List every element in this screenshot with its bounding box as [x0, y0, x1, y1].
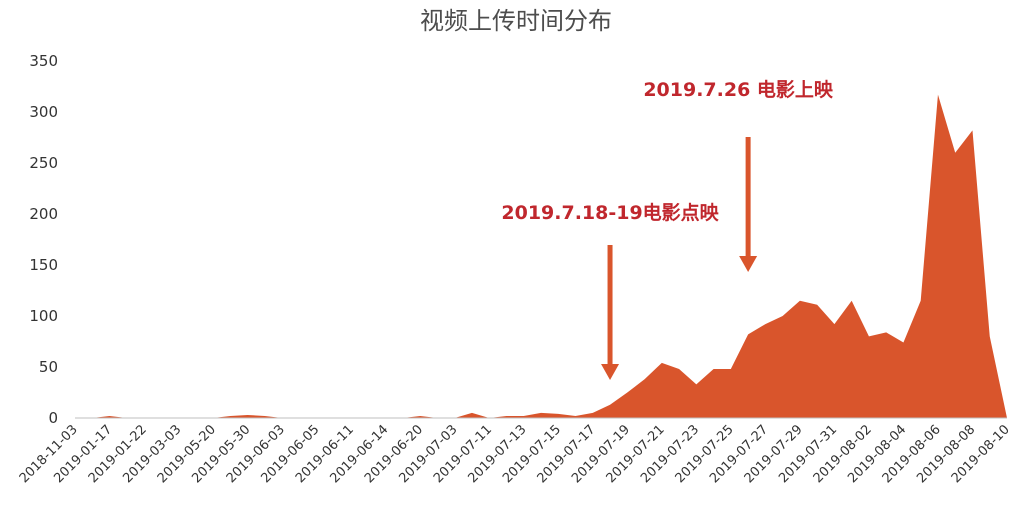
annotation-label: 2019.7.26 电影上映 [643, 78, 834, 101]
y-tick-label: 250 [29, 154, 58, 172]
annotation-label: 2019.7.18-19电影点映 [501, 201, 719, 224]
y-tick-label: 50 [39, 358, 58, 376]
chart-title: 视频上传时间分布 [420, 7, 612, 35]
y-axis: 0 50 100 150 200 250 300 350 [29, 52, 58, 427]
annotation-arrow-head [601, 364, 620, 380]
y-tick-label: 150 [29, 256, 58, 274]
y-tick-label: 300 [29, 103, 58, 121]
area-series [75, 94, 1007, 418]
y-tick-label: 350 [29, 52, 58, 70]
y-tick-label: 200 [29, 205, 58, 223]
y-tick-label: 0 [48, 409, 58, 427]
area-series-fill [75, 94, 1007, 418]
y-tick-label: 100 [29, 307, 58, 325]
annotations: 2019.7.26 电影上映 2019.7.18-19电影点映 [501, 78, 834, 380]
annotation-arrow-head [739, 256, 758, 272]
x-axis: 2018-11-032019-01-172019-01-222019-03-03… [17, 422, 1013, 486]
